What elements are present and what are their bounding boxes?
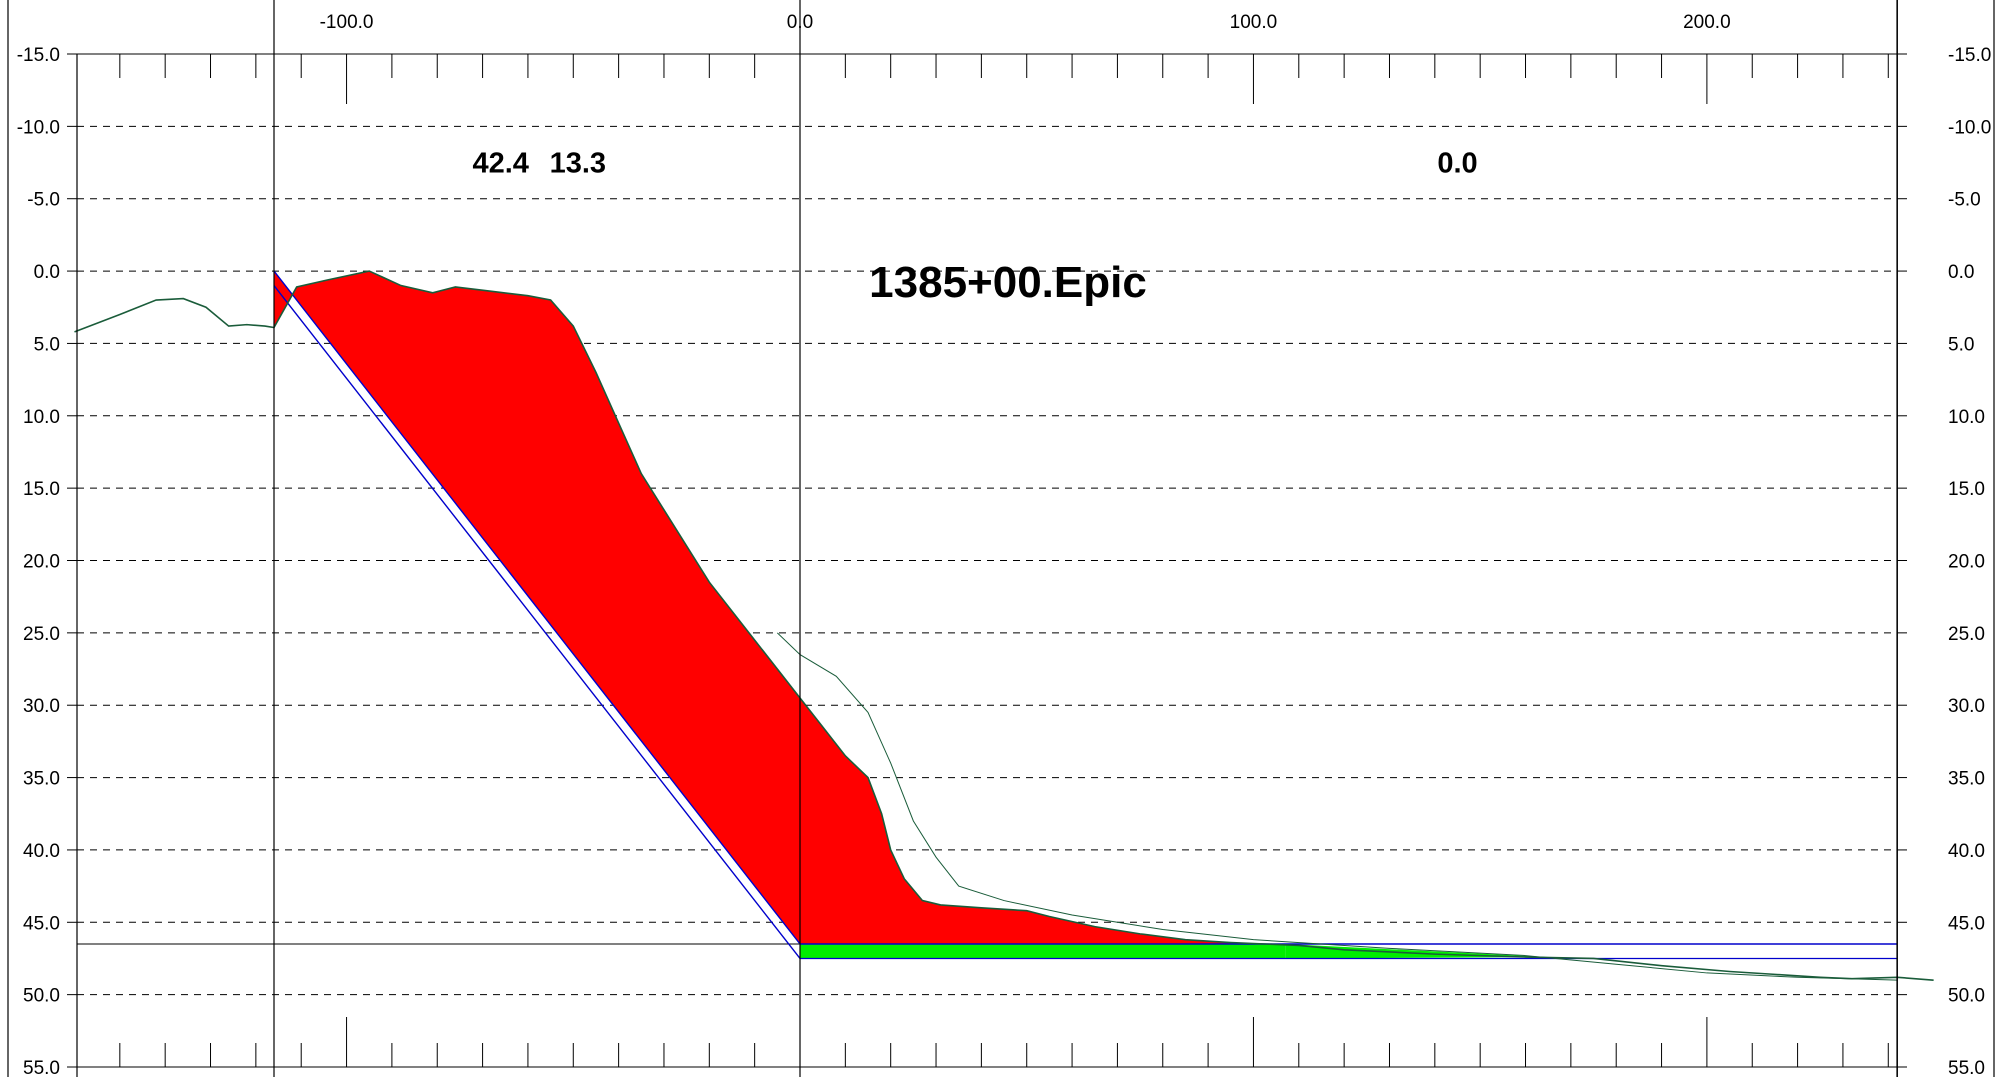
area-label: 42.4 [472, 148, 528, 180]
y-tick-label-right: -15.0 [1948, 45, 1991, 66]
x-tick-label: -100.0 [320, 12, 374, 33]
y-tick-label-left: 55.0 [23, 1058, 60, 1077]
subgrade-area [800, 943, 1286, 959]
y-tick-label-right: 50.0 [1948, 986, 1985, 1007]
y-tick-label-left: 45.0 [23, 913, 60, 934]
y-tick-label-left: 20.0 [23, 552, 60, 573]
y-tick-label-right: 5.0 [1948, 334, 1974, 355]
y-tick-label-right: 10.0 [1948, 407, 1985, 428]
y-tick-label-right: -10.0 [1948, 117, 1991, 138]
y-tick-label-left: -5.0 [27, 190, 60, 211]
y-tick-label-left: 50.0 [23, 986, 60, 1007]
y-tick-label-right: 40.0 [1948, 841, 1985, 862]
axes-layer [7, 0, 1995, 1077]
y-tick-label-left: -15.0 [17, 45, 60, 66]
y-tick-label-right: 35.0 [1948, 769, 1985, 790]
section-title: 1385+00.Epic [869, 258, 1147, 307]
y-tick-label-right: 25.0 [1948, 624, 1985, 645]
y-tick-label-right: 30.0 [1948, 696, 1985, 717]
original-ground-line [776, 632, 1898, 981]
y-tick-label-left: 10.0 [23, 407, 60, 428]
cut-slope-line [273, 270, 801, 945]
x-tick-label: 200.0 [1683, 12, 1731, 33]
x-tick-label: 100.0 [1230, 12, 1278, 33]
y-tick-label-left: 15.0 [23, 479, 60, 500]
y-tick-label-left: 30.0 [23, 696, 60, 717]
y-tick-label-left: -10.0 [17, 117, 60, 138]
area-label: 0.0 [1437, 148, 1477, 180]
y-tick-label-right: 0.0 [1948, 262, 1974, 283]
area-layer [274, 271, 1549, 959]
x-tick-label: 0.0 [787, 12, 813, 33]
y-tick-label-right: 45.0 [1948, 913, 1985, 934]
y-tick-label-left: 35.0 [23, 769, 60, 790]
cut-area [274, 271, 1286, 944]
area-label: 13.3 [550, 148, 606, 180]
line-layer [74, 270, 1934, 981]
grid-layer [77, 53, 1897, 1068]
y-tick-label-right: -5.0 [1948, 190, 1981, 211]
y-tick-label-left: 5.0 [34, 334, 60, 355]
y-tick-label-left: 40.0 [23, 841, 60, 862]
y-tick-label-right: 20.0 [1948, 552, 1985, 573]
labels-layer: -15.0 -15.0 -10.0 -10.0 -5.0 -5.0 0.0 0.0 5.0 5.0… [17, 12, 1992, 1077]
y-tick-label-right: 15.0 [1948, 479, 1985, 500]
cut-slope-offset-line [273, 285, 801, 959]
y-tick-label-left: 0.0 [34, 262, 60, 283]
y-tick-label-left: 25.0 [23, 624, 60, 645]
existing-ground-line [74, 270, 1934, 981]
y-tick-label-right: 55.0 [1948, 1058, 1985, 1077]
